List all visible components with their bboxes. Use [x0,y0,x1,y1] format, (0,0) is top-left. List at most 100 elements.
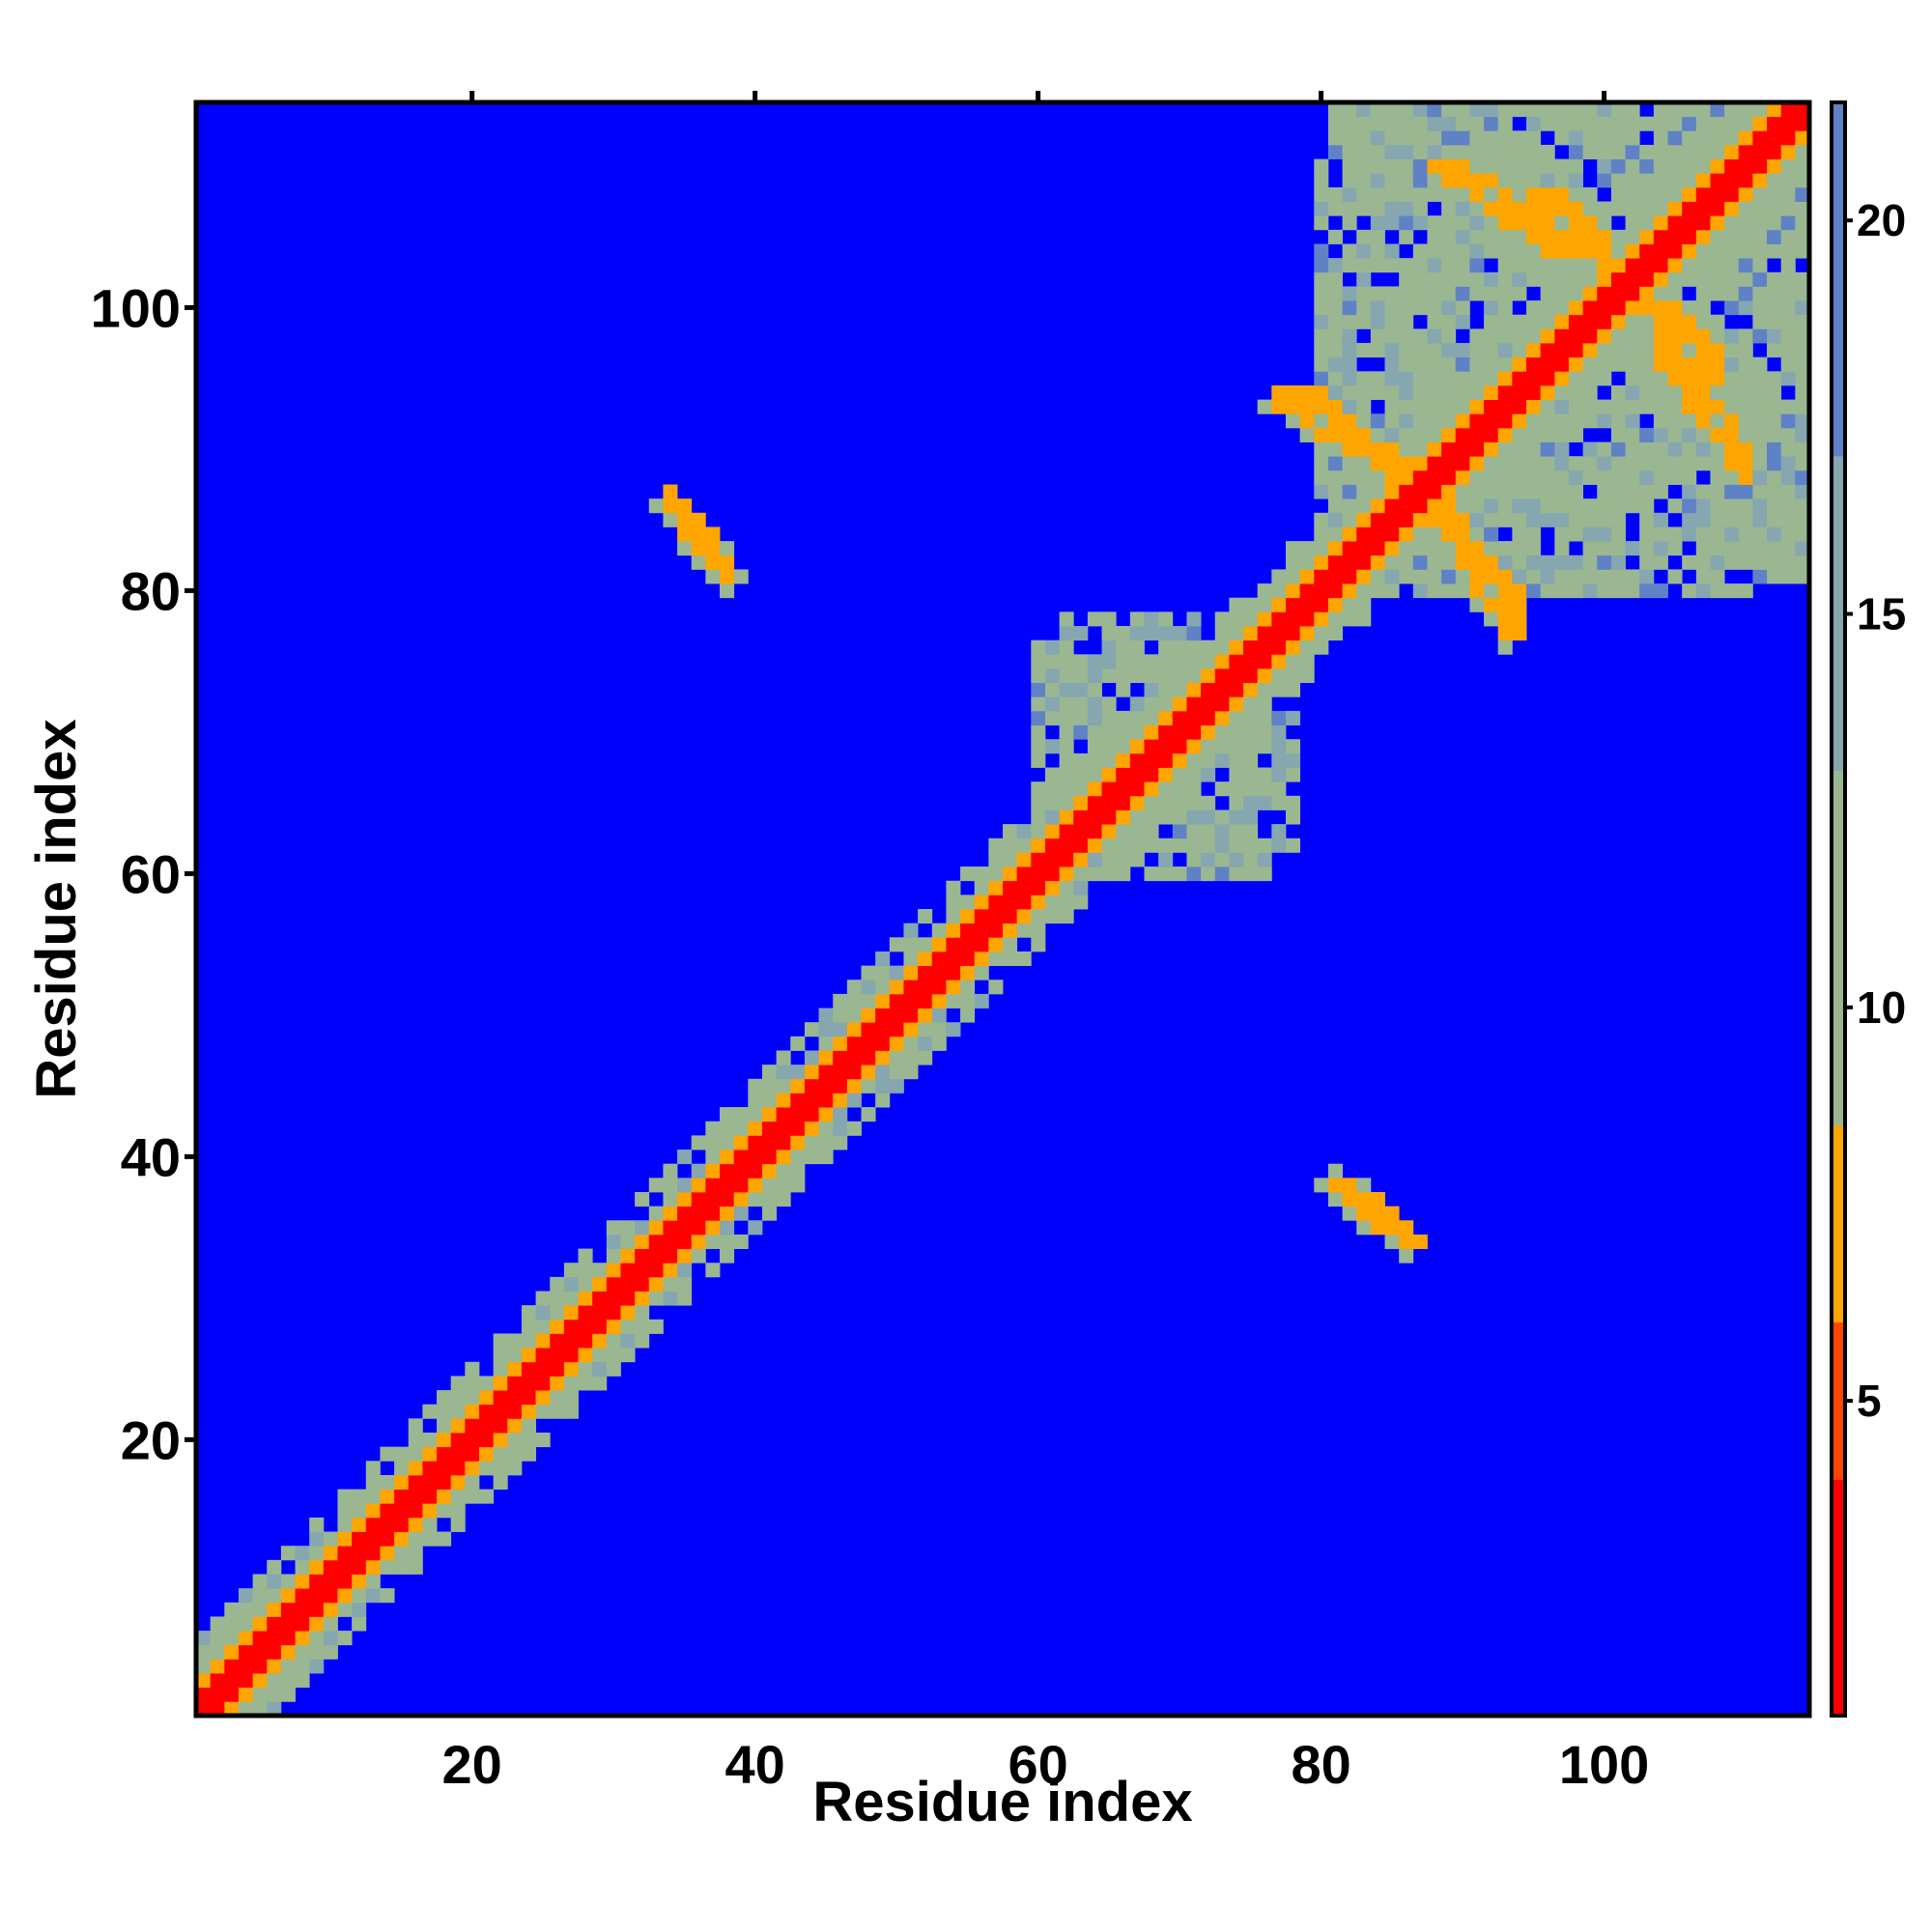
heatmap-cells [196,102,1810,1717]
heatmap-cell [1554,498,1570,514]
heatmap-cell [1597,456,1612,471]
heatmap-cell [1554,541,1570,556]
heatmap-cell [1314,456,1329,471]
heatmap-cell [1158,781,1174,797]
heatmap-cell [309,1546,325,1561]
heatmap-cell [1639,526,1655,542]
heatmap-cell [550,1348,565,1363]
heatmap-cell [1795,399,1810,414]
heatmap-cell [1370,512,1385,527]
heatmap-cell [1427,229,1442,244]
heatmap-cell [1427,569,1442,584]
heatmap-cell [833,1022,848,1037]
heatmap-cell [1639,201,1655,216]
heatmap-cell [1370,526,1385,542]
heatmap-cell [1087,810,1102,825]
heatmap-cell [846,1050,862,1065]
heatmap-cell [1144,739,1159,754]
heatmap-cell [705,1150,721,1165]
heatmap-cell [1327,597,1343,612]
heatmap-cell [1073,838,1089,853]
heatmap-cell [1653,102,1668,118]
heatmap-cell [295,1559,310,1575]
heatmap-cell [1399,130,1414,146]
heatmap-cell [974,867,989,882]
heatmap-cell [1639,441,1655,457]
heatmap-cell [1441,102,1457,118]
heatmap-cell [1724,371,1740,386]
heatmap-cell [833,993,848,1009]
heatmap-cell [1314,597,1329,612]
heatmap-cell [1752,144,1768,159]
heatmap-cell [677,1291,693,1306]
heatmap-cell [1526,201,1542,216]
heatmap-cell [1526,384,1542,401]
heatmap-cell [1327,1163,1343,1179]
heatmap-cell [1342,1206,1357,1221]
heatmap-cell [635,1220,650,1236]
heatmap-cell [1497,243,1513,259]
heatmap-cell [1639,371,1655,386]
heatmap-cell [1144,753,1159,768]
heatmap-cell [1044,767,1060,782]
heatmap-cell [1682,314,1697,329]
heatmap-cell [931,937,947,952]
heatmap-cell [691,1234,706,1249]
heatmap-cell [1059,710,1074,725]
heatmap-cell [1695,158,1711,174]
heatmap-cell [1399,116,1414,131]
heatmap-cell [1172,753,1187,768]
heatmap-cell [1469,399,1485,414]
heatmap-cell [833,1050,848,1065]
heatmap-cell [1610,526,1626,542]
heatmap-cell [761,1135,778,1151]
heatmap-cell [1016,909,1032,924]
heatmap-cell [1116,781,1131,797]
heatmap-cell [1695,343,1711,358]
heatmap-cell [1738,201,1753,216]
heatmap-cell [677,526,693,542]
heatmap-cell [1780,441,1796,457]
heatmap-cell [592,1319,608,1334]
heatmap-cell [1653,173,1668,188]
heatmap-cell [663,1191,678,1208]
heatmap-cell [1116,795,1131,810]
heatmap-cell [1031,867,1046,882]
heatmap-cell [1582,441,1598,457]
heatmap-cell [1469,384,1485,401]
heatmap-cell [1158,696,1174,712]
heatmap-cell [1031,739,1046,754]
heatmap-cell [550,1376,565,1391]
heatmap-cell [903,1036,919,1051]
heatmap-cell [1116,852,1131,867]
heatmap-cell [1540,384,1555,401]
heatmap-cell [1639,158,1655,174]
heatmap-cell [804,1022,819,1037]
heatmap-cell [1512,456,1527,471]
heatmap-cell [309,1631,325,1646]
heatmap-cell [691,512,706,527]
heatmap-cell [380,1474,395,1491]
heatmap-cell [1031,880,1046,895]
heatmap-cell [1299,597,1315,612]
heatmap-cell [1342,399,1357,414]
heatmap-cell [1738,441,1753,457]
heatmap-cell [1399,399,1414,414]
heatmap-cell [1512,243,1527,259]
heatmap-cell [535,1333,551,1349]
heatmap-cell [1724,158,1740,174]
heatmap-cell [974,923,989,938]
heatmap-cell [1412,456,1428,471]
heatmap-cell [1780,201,1796,216]
heatmap-cell [931,993,947,1009]
heatmap-cell [1625,384,1640,401]
heatmap-cell [974,880,989,895]
x-tick-label: 80 [1291,1734,1350,1795]
heatmap-cell [1497,215,1513,231]
heatmap-cell [1384,286,1400,301]
heatmap-cell [1610,314,1626,329]
heatmap-cell [1116,682,1131,697]
heatmap-cell [578,1333,593,1349]
heatmap-cell [1738,215,1753,231]
heatmap-cell [1484,484,1499,499]
